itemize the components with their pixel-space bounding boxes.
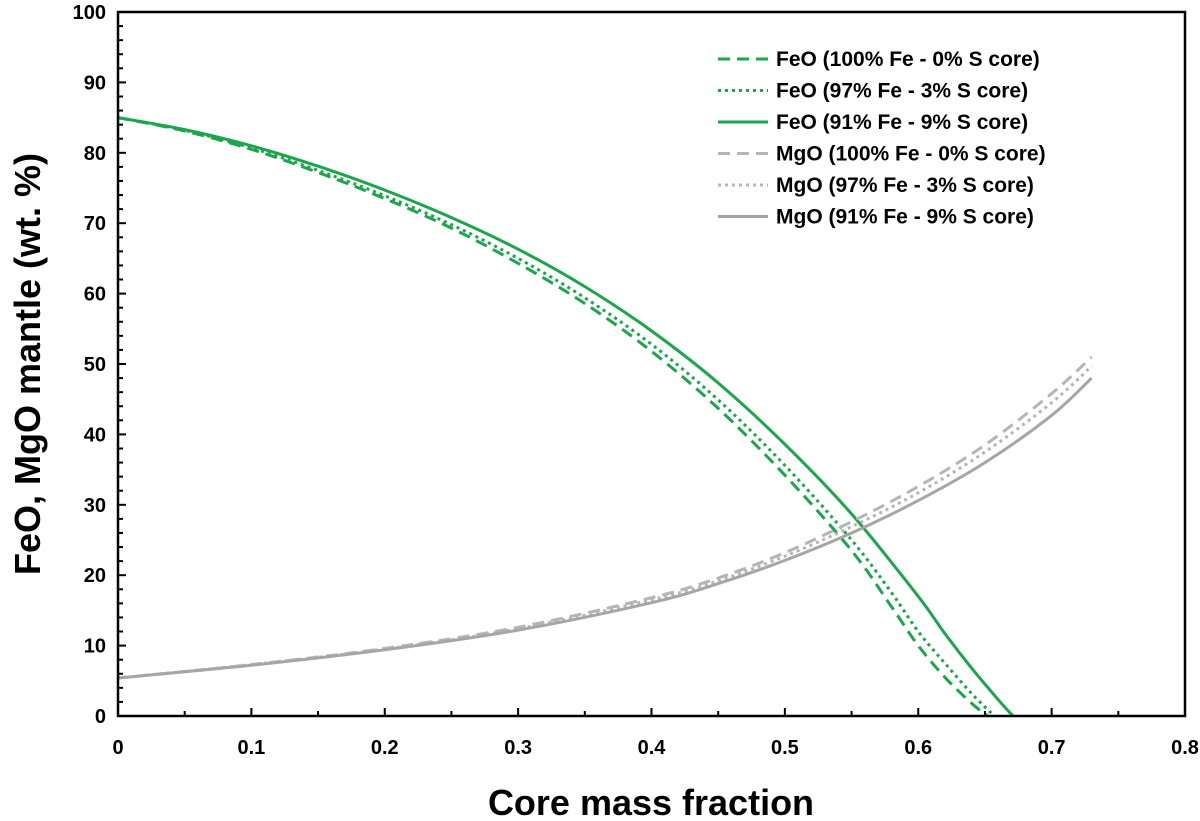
legend-label: FeO (97% Fe - 3% S core) <box>776 80 1028 103</box>
y-tick-label: 50 <box>84 354 106 376</box>
y-tick-label: 100 <box>73 2 106 24</box>
x-tick-label: 0.7 <box>1038 737 1066 759</box>
y-tick-label: 10 <box>84 636 106 658</box>
plot-frame <box>116 10 1187 718</box>
legend-label: MgO (91% Fe - 9% S core) <box>776 206 1034 229</box>
y-axis-title: FeO, MgO mantle (wt. %) <box>7 153 48 575</box>
series-line-3 <box>117 116 1015 717</box>
y-tick-label: 30 <box>84 495 106 517</box>
series-layer <box>117 116 1093 718</box>
y-tick-label: 90 <box>84 72 106 94</box>
series-line-5 <box>117 364 1093 680</box>
y-tick-label: 70 <box>84 213 106 235</box>
x-tick-label: 0.4 <box>638 737 667 759</box>
x-tick-label: 0.6 <box>904 737 932 759</box>
x-tick-label: 0.8 <box>1171 737 1199 759</box>
x-tick-label: 0.5 <box>771 737 799 759</box>
x-axis-ticks: 0 0.1 0.2 0.3 0.4 0.5 0.6 0.7 0.8 <box>112 708 1199 759</box>
x-tick-label: 0.1 <box>237 737 265 759</box>
legend-label: FeO (100% Fe - 0% S core) <box>776 48 1040 71</box>
y-tick-label: 80 <box>84 143 106 165</box>
x-tick-label: 0 <box>112 737 123 759</box>
legend-label: MgO (100% Fe - 0% S core) <box>776 143 1046 166</box>
legend-label: MgO (97% Fe - 3% S core) <box>776 174 1034 197</box>
series-line-4 <box>117 355 1093 680</box>
legend: FeO (100% Fe - 0% S core) FeO (97% Fe - 3… <box>718 48 1046 229</box>
legend-label: FeO (91% Fe - 9% S core) <box>776 111 1028 134</box>
series-line-6 <box>117 377 1093 680</box>
x-axis-title: Core mass fraction <box>488 782 814 821</box>
y-tick-label: 20 <box>84 565 106 587</box>
y-tick-label: 60 <box>84 284 106 306</box>
y-tick-label: 40 <box>84 424 106 446</box>
x-tick-label: 0.2 <box>371 737 399 759</box>
x-tick-label: 0.3 <box>504 737 532 759</box>
y-axis-ticks: 0 10 20 30 40 50 60 70 80 90 100 <box>73 2 126 728</box>
y-tick-label: 0 <box>95 706 106 728</box>
